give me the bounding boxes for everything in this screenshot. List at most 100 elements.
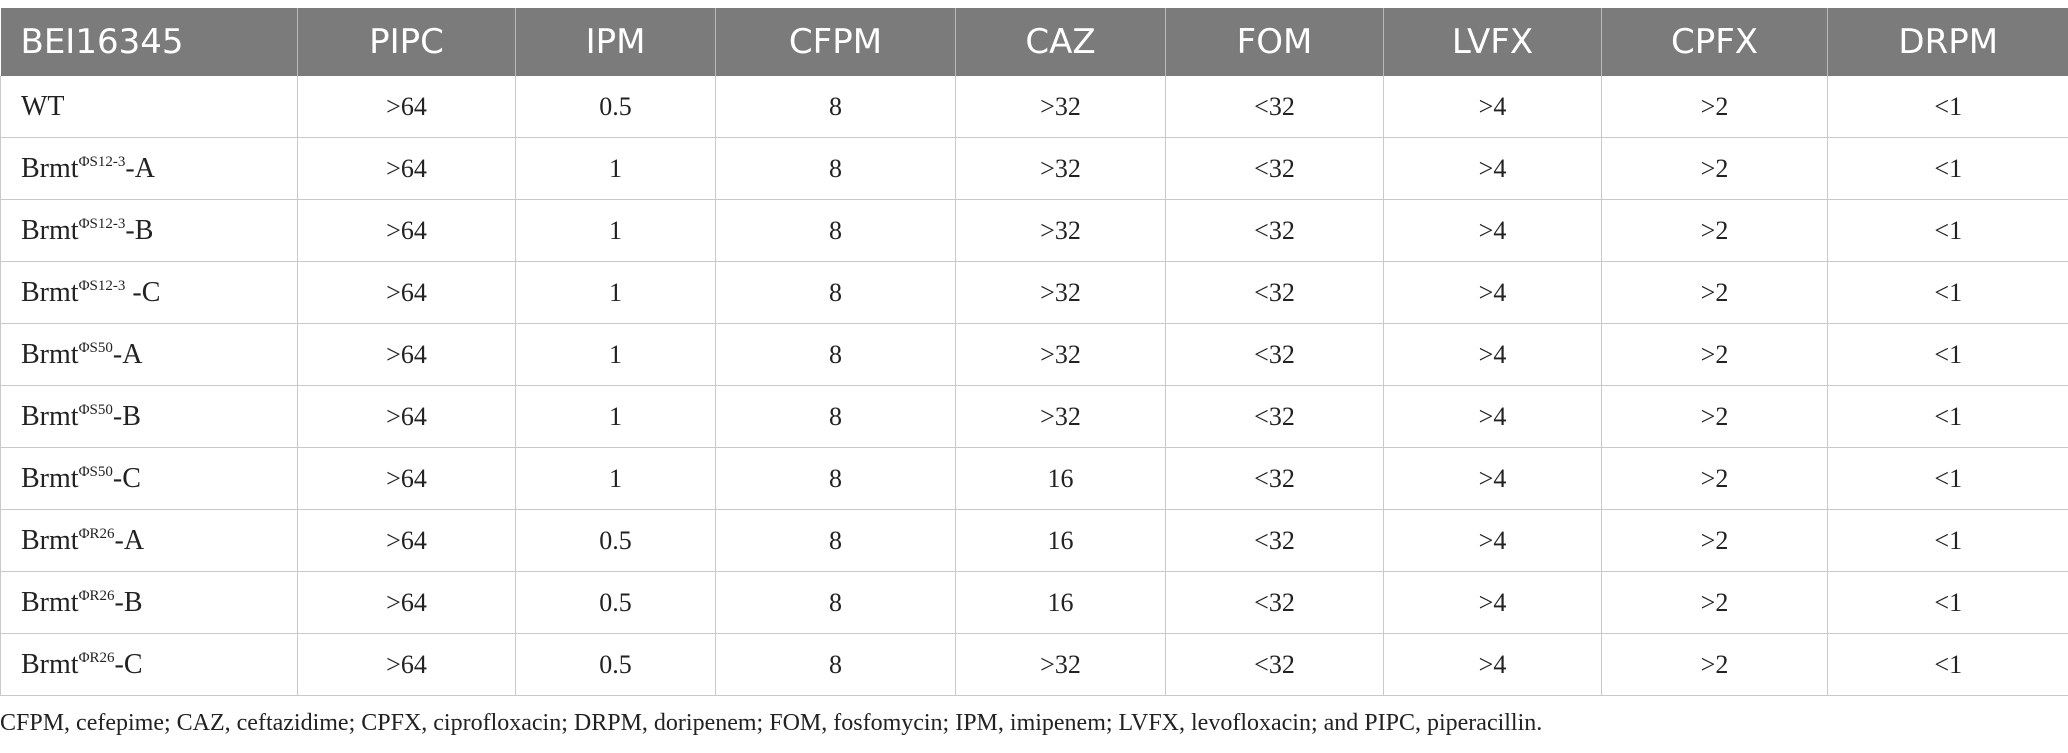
mic-value-cell: <1 bbox=[1827, 199, 2068, 262]
mic-value-cell: >4 bbox=[1383, 76, 1602, 138]
strain-cell: BrmtΦR26-B bbox=[0, 571, 298, 634]
mic-value-cell: 0.5 bbox=[515, 633, 716, 696]
header-drpm: DRPM bbox=[1827, 8, 2068, 76]
header-strain: BEI16345 bbox=[0, 8, 298, 76]
strain-suffix: -A bbox=[125, 152, 155, 184]
mic-value-cell: >4 bbox=[1383, 447, 1602, 510]
mic-value-cell: >64 bbox=[297, 261, 516, 324]
mic-value-cell: 1 bbox=[515, 137, 716, 200]
mic-value-cell: >32 bbox=[955, 261, 1166, 324]
mic-value-cell: <1 bbox=[1827, 385, 2068, 448]
mic-value-cell: <32 bbox=[1165, 571, 1384, 634]
mic-value-cell: 0.5 bbox=[515, 509, 716, 572]
mic-value-cell: <32 bbox=[1165, 199, 1384, 262]
mic-value-cell: 8 bbox=[715, 385, 956, 448]
strain-name: Brmt bbox=[21, 276, 79, 308]
strain-name: Brmt bbox=[21, 524, 79, 556]
strain-cell: BrmtΦR26-A bbox=[0, 509, 298, 572]
strain-cell: BrmtΦS12-3-A bbox=[0, 137, 298, 200]
mic-value-cell: 8 bbox=[715, 323, 956, 386]
strain-suffix: -A bbox=[114, 524, 145, 556]
table-row: BrmtΦS50-B >64 1 8 >32 <32 >4 >2 <1 bbox=[0, 385, 2068, 448]
phage-superscript: ΦS50 bbox=[78, 463, 113, 480]
phage-superscript: ΦR26 bbox=[78, 649, 115, 666]
table-row: BrmtΦS50-C >64 1 8 16 <32 >4 >2 <1 bbox=[0, 447, 2068, 510]
mic-value-cell: 1 bbox=[515, 323, 716, 386]
mic-value-cell: >64 bbox=[297, 323, 516, 386]
mic-value-cell: 16 bbox=[955, 447, 1166, 510]
strain-name: Brmt bbox=[21, 586, 79, 618]
phage-superscript: ΦS12-3 bbox=[78, 215, 126, 232]
mic-value-cell: <32 bbox=[1165, 261, 1384, 324]
mic-value-cell: <32 bbox=[1165, 323, 1384, 386]
strain-name: Brmt bbox=[21, 648, 79, 680]
table-row: BrmtΦS12-3-A >64 1 8 >32 <32 >4 >2 <1 bbox=[0, 137, 2068, 200]
strain-cell: WT bbox=[0, 76, 298, 138]
mic-value-cell: >64 bbox=[297, 385, 516, 448]
mic-value-cell: <32 bbox=[1165, 385, 1384, 448]
table-row: BrmtΦS50-A >64 1 8 >32 <32 >4 >2 <1 bbox=[0, 323, 2068, 386]
strain-cell: BrmtΦS12-3 -C bbox=[0, 261, 298, 324]
strain-cell: BrmtΦS12-3-B bbox=[0, 199, 298, 262]
mic-value-cell: >2 bbox=[1601, 323, 1828, 386]
strain-suffix: -B bbox=[112, 400, 141, 432]
mic-value-cell: >64 bbox=[297, 199, 516, 262]
mic-value-cell: >4 bbox=[1383, 199, 1602, 262]
mic-table: BEI16345 PIPC IPM CFPM CAZ FOM LVFX CPFX… bbox=[0, 8, 2068, 696]
mic-value-cell: <1 bbox=[1827, 137, 2068, 200]
mic-value-cell: >64 bbox=[297, 76, 516, 138]
mic-value-cell: 8 bbox=[715, 137, 956, 200]
mic-value-cell: >4 bbox=[1383, 261, 1602, 324]
mic-value-cell: >64 bbox=[297, 571, 516, 634]
strain-cell: BrmtΦR26-C bbox=[0, 633, 298, 696]
phage-superscript: ΦR26 bbox=[78, 525, 115, 542]
table-header: BEI16345 PIPC IPM CFPM CAZ FOM LVFX CPFX… bbox=[0, 8, 2068, 76]
mic-value-cell: <1 bbox=[1827, 323, 2068, 386]
mic-value-cell: 8 bbox=[715, 633, 956, 696]
strain-name: Brmt bbox=[21, 152, 79, 184]
header-ipm: IPM bbox=[515, 8, 716, 76]
strain-cell: BrmtΦS50-A bbox=[0, 323, 298, 386]
strain-suffix: -B bbox=[125, 214, 154, 246]
mic-value-cell: 0.5 bbox=[515, 571, 716, 634]
mic-value-cell: >32 bbox=[955, 633, 1166, 696]
mic-value-cell: >2 bbox=[1601, 199, 1828, 262]
mic-value-cell: >2 bbox=[1601, 261, 1828, 324]
header-cpfx: CPFX bbox=[1601, 8, 1828, 76]
phage-superscript: ΦS50 bbox=[78, 339, 113, 356]
strain-suffix: -C bbox=[125, 276, 161, 308]
table-row: BrmtΦS12-3-B >64 1 8 >32 <32 >4 >2 <1 bbox=[0, 199, 2068, 262]
mic-value-cell: <32 bbox=[1165, 76, 1384, 138]
strain-name: WT bbox=[21, 90, 65, 122]
mic-value-cell: >32 bbox=[955, 385, 1166, 448]
mic-value-cell: >32 bbox=[955, 199, 1166, 262]
phage-superscript: ΦR26 bbox=[78, 587, 115, 604]
mic-value-cell: 1 bbox=[515, 385, 716, 448]
strain-suffix: -C bbox=[114, 648, 143, 680]
mic-value-cell: >4 bbox=[1383, 633, 1602, 696]
mic-value-cell: 8 bbox=[715, 261, 956, 324]
mic-value-cell: <32 bbox=[1165, 137, 1384, 200]
strain-suffix: -B bbox=[114, 586, 143, 618]
mic-value-cell: 16 bbox=[955, 571, 1166, 634]
mic-value-cell: >2 bbox=[1601, 509, 1828, 572]
header-fom: FOM bbox=[1165, 8, 1384, 76]
phage-superscript: ΦS12-3 bbox=[78, 153, 126, 170]
mic-value-cell: <1 bbox=[1827, 447, 2068, 510]
mic-value-cell: >4 bbox=[1383, 323, 1602, 386]
phage-superscript: ΦS50 bbox=[78, 401, 113, 418]
table-footnote: CFPM, cefepime; CAZ, ceftazidime; CPFX, … bbox=[0, 710, 1543, 736]
mic-value-cell: 16 bbox=[955, 509, 1166, 572]
mic-value-cell: <1 bbox=[1827, 509, 2068, 572]
mic-value-cell: <32 bbox=[1165, 447, 1384, 510]
header-caz: CAZ bbox=[955, 8, 1166, 76]
mic-value-cell: >2 bbox=[1601, 385, 1828, 448]
mic-value-cell: >64 bbox=[297, 447, 516, 510]
strain-cell: BrmtΦS50-C bbox=[0, 447, 298, 510]
table-row: BrmtΦR26-B >64 0.5 8 16 <32 >4 >2 <1 bbox=[0, 571, 2068, 634]
mic-value-cell: >32 bbox=[955, 323, 1166, 386]
strain-name: Brmt bbox=[21, 214, 79, 246]
mic-value-cell: <32 bbox=[1165, 633, 1384, 696]
header-cfpm: CFPM bbox=[715, 8, 956, 76]
mic-value-cell: 8 bbox=[715, 76, 956, 138]
